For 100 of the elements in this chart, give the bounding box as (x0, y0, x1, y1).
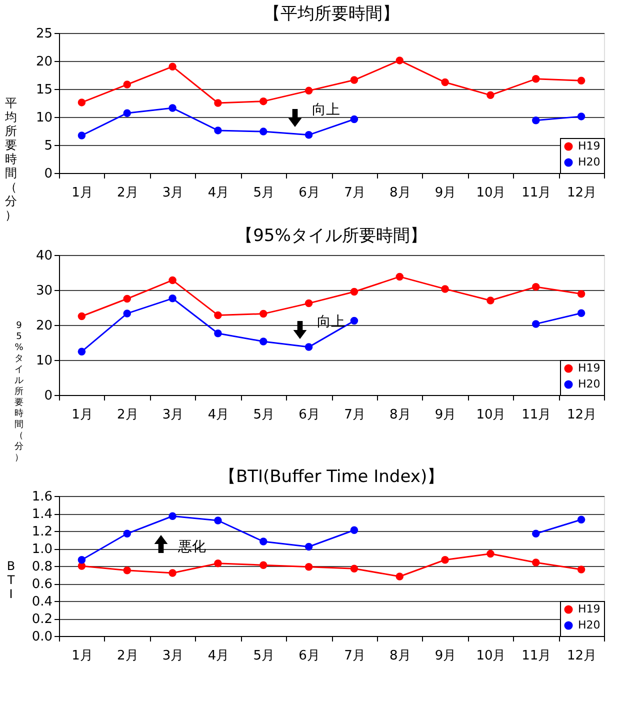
y-tick-label: 0.6 (32, 577, 52, 592)
point (78, 98, 86, 106)
x-tick-label: 6月 (298, 408, 320, 422)
point (260, 338, 268, 346)
x-tick-label: 1月 (72, 648, 93, 664)
point (78, 556, 86, 564)
point (304, 299, 313, 308)
point (350, 288, 358, 296)
text: 平均所要時間（分） (5, 96, 17, 222)
legend-label: H19 (578, 362, 600, 374)
point (168, 104, 176, 112)
x-tick-label: 1月 (72, 186, 93, 200)
x-tick-label: 12月 (567, 408, 597, 422)
point (123, 310, 131, 318)
point (260, 310, 268, 318)
annotation: 向上 (312, 102, 340, 118)
legend-label: H20 (578, 156, 600, 168)
y-tick-label: 1.0 (32, 542, 52, 557)
point (78, 132, 86, 140)
point (532, 282, 540, 291)
y-tick-label: 20 (36, 318, 52, 334)
point (396, 272, 404, 281)
y-tick-label: 0.2 (32, 612, 52, 627)
y-tick-label: 1.2 (32, 524, 52, 540)
x-tick-label: 11月 (522, 648, 552, 664)
x-tick-label: 6月 (298, 186, 320, 200)
x-tick-label: 11月 (522, 408, 552, 422)
point (304, 131, 313, 139)
x-tick-label: 12月 (567, 186, 597, 200)
x-tick-label: 8月 (389, 648, 411, 664)
chart-title: 【平均所要時間】 (264, 4, 400, 24)
point (350, 316, 358, 325)
point (532, 75, 540, 83)
point (260, 561, 268, 569)
legend-label: H19 (578, 602, 600, 616)
x-tick-label: 5月 (253, 648, 275, 664)
point (577, 309, 586, 317)
point (350, 115, 358, 124)
x-tick-label: 7月 (344, 186, 366, 200)
point (304, 542, 313, 551)
y-tick-label: 30 (36, 284, 52, 298)
y-tick-label: 20 (36, 54, 52, 70)
point (168, 62, 176, 70)
x-tick-label: 7月 (344, 408, 366, 422)
x-tick-label: 5月 (253, 408, 275, 422)
point (260, 538, 268, 546)
x-tick-label: 10月 (476, 408, 506, 422)
x-tick-label: 5月 (253, 186, 275, 200)
y-tick-label: 10 (36, 110, 52, 126)
y-tick-label: 10 (36, 354, 52, 368)
point (304, 86, 313, 95)
x-tick-label: 8月 (389, 408, 411, 422)
point (532, 116, 540, 124)
point (168, 569, 176, 577)
y-tick-label: 0 (44, 388, 52, 404)
point (260, 97, 268, 106)
x-tick-label: 9月 (434, 186, 456, 200)
point (168, 294, 176, 302)
point (123, 109, 131, 117)
point (304, 343, 313, 351)
y-tick-label: 0.8 (32, 560, 52, 574)
point (168, 276, 176, 284)
x-tick-label: 12月 (567, 648, 597, 664)
x-tick-label: 2月 (116, 186, 138, 200)
y-tick-label: 1.6 (32, 490, 52, 504)
text: 95%タイル所要時間（分） (14, 321, 24, 463)
point (350, 526, 358, 534)
point (214, 99, 222, 107)
x-tick-label: 4月 (208, 186, 230, 200)
chart-title: 【BTI(Buffer Time Index)】 (218, 467, 444, 487)
point (123, 80, 131, 88)
chart-title: 【95%タイル所要時間】 (236, 226, 427, 246)
y-tick-label: 15 (36, 82, 52, 98)
y-tick-label: 0.4 (32, 594, 52, 610)
x-tick-label: 9月 (434, 408, 456, 422)
y-tick-label: 0.0 (32, 630, 52, 644)
y-tick-label: 5 (44, 138, 52, 154)
legend-label: H20 (578, 378, 600, 390)
point (123, 530, 131, 538)
point (123, 566, 131, 574)
point (486, 550, 494, 558)
x-tick-label: 4月 (208, 648, 230, 664)
x-tick-label: 3月 (162, 648, 184, 664)
x-tick-label: 11月 (522, 186, 552, 200)
x-tick-label: 3月 (162, 408, 184, 422)
x-tick-label: 2月 (116, 408, 138, 422)
point (577, 112, 586, 120)
x-tick-label: 9月 (434, 648, 456, 664)
y-tick-label: 1.4 (32, 507, 52, 522)
point (214, 126, 222, 134)
point (577, 516, 586, 524)
y-tick-label: 0 (44, 166, 52, 182)
point (441, 556, 449, 564)
point (577, 566, 586, 574)
x-tick-label: 7月 (344, 648, 366, 664)
point (78, 348, 86, 356)
point (532, 320, 540, 328)
legend-label: H19 (578, 140, 600, 152)
legend-label: H20 (578, 618, 600, 632)
point (214, 560, 222, 568)
